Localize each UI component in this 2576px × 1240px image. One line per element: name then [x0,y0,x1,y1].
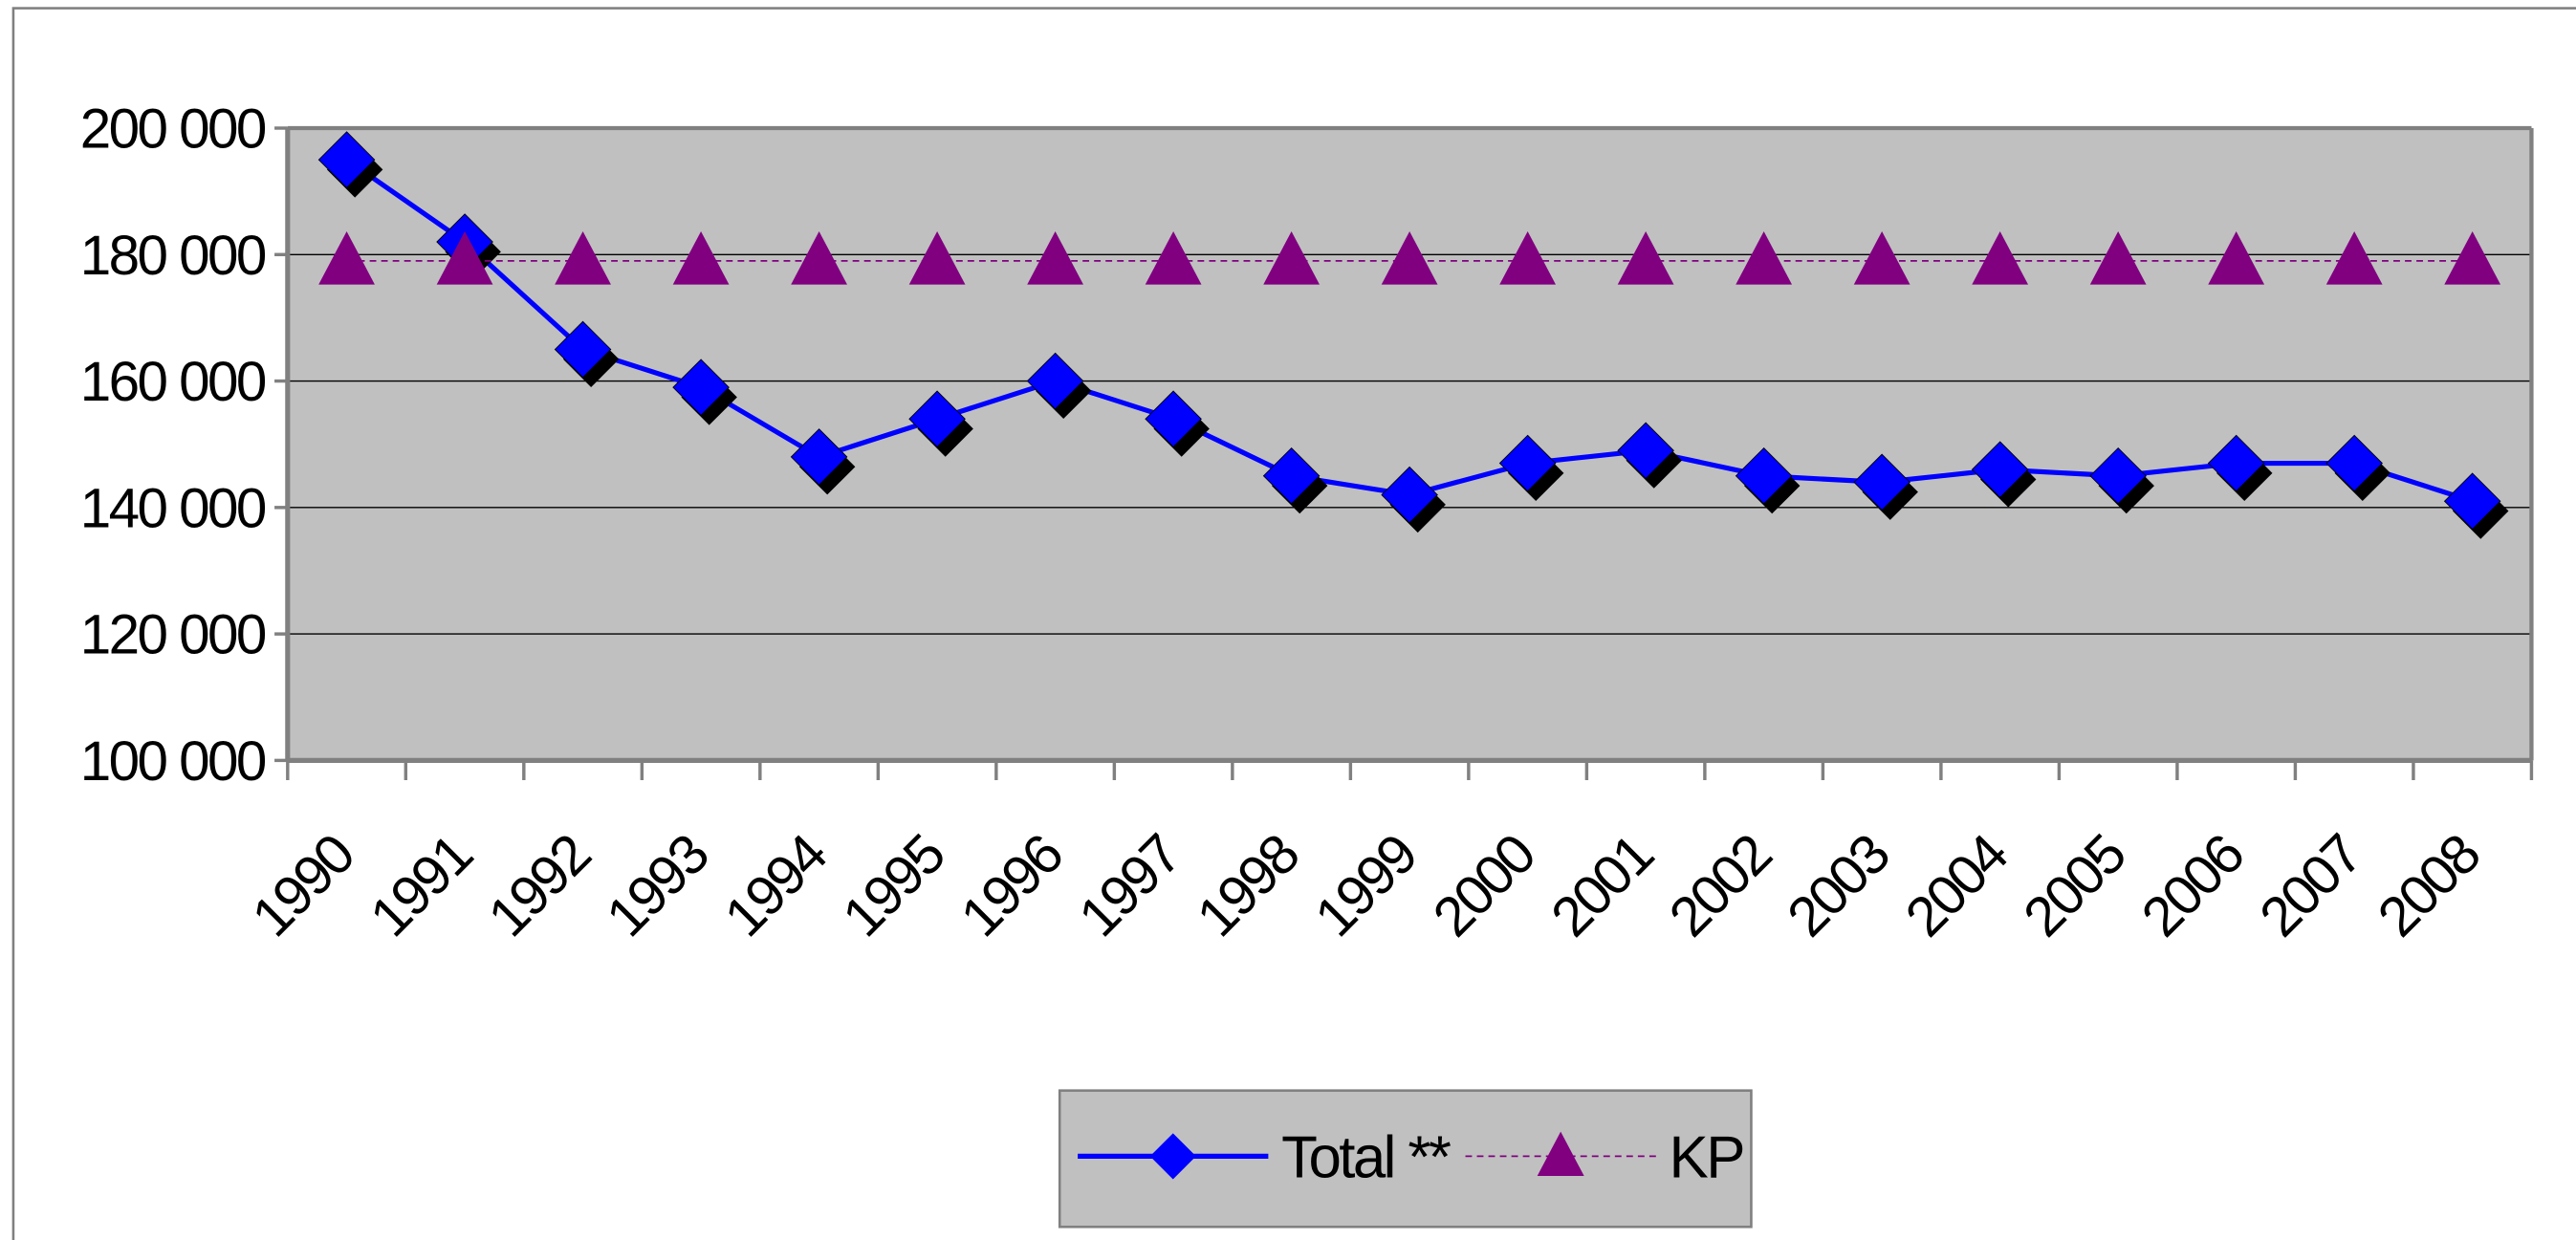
marker [555,230,611,285]
marker [1853,230,1910,285]
legend-label: Total ** [1281,1125,1452,1191]
marker [436,230,493,285]
legend-marker [1149,1133,1196,1180]
marker [1735,446,1793,505]
marker [2208,230,2265,285]
marker [2207,434,2265,492]
marker [2089,230,2147,285]
marker [2325,434,2383,492]
legend-label: KP [1670,1125,1743,1191]
marker [1145,230,1202,285]
plot-area: 100 000 120 000 140 000 160 000 180 000 200 0… [80,98,2534,948]
marker [1381,230,1438,285]
marker [1026,352,1084,410]
marker [672,359,730,416]
marker [1617,422,1674,480]
marker [1262,446,1321,505]
legend-marker [1537,1131,1584,1177]
marker [1617,230,1674,285]
marker [2444,230,2501,285]
marker [1027,230,1083,285]
y-tick-label: 180 000 [80,225,266,287]
y-tick-label: 200 000 [80,98,266,161]
marker [791,230,847,285]
marker [1381,466,1438,524]
marker [790,428,848,486]
marker [1498,434,1557,492]
marker [318,230,375,285]
marker [1853,453,1910,511]
marker [2089,446,2147,505]
y-tick-label: 140 000 [80,477,266,539]
marker [1972,230,2029,285]
marker [908,390,966,448]
marker [1499,230,1557,285]
marker [1145,390,1202,448]
y-tick-label: 160 000 [80,351,266,413]
marker [1263,230,1320,285]
marker [554,320,612,379]
marker [2443,472,2501,531]
y-tick-label: 120 000 [80,604,266,666]
marker [908,230,966,285]
y-tick-label: 100 000 [80,730,266,793]
marker [672,230,730,285]
legend: Total ** KP [1058,1089,1753,1229]
marker [317,131,376,188]
marker [1971,441,2029,498]
marker [2325,230,2383,285]
plot-background [287,127,2532,761]
marker [1736,230,1793,285]
